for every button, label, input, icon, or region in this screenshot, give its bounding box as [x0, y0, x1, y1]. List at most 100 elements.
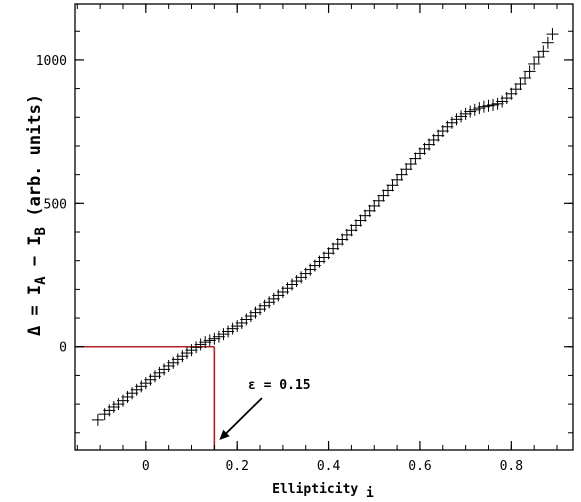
data-point — [171, 353, 184, 366]
y-tick-label: 1000 — [36, 54, 67, 69]
data-point — [336, 233, 349, 246]
data-point — [340, 228, 353, 241]
data-point — [130, 383, 143, 396]
data-point — [126, 387, 139, 400]
data-point — [491, 97, 504, 110]
data-point — [135, 380, 148, 393]
data-point — [537, 45, 550, 58]
data-point — [541, 36, 554, 49]
data-point — [514, 78, 527, 91]
data-point — [286, 278, 299, 291]
data-point — [267, 292, 280, 305]
data-point — [386, 179, 399, 192]
data-point — [413, 147, 426, 160]
data-point — [162, 359, 175, 372]
data-point — [423, 138, 436, 151]
data-point — [144, 373, 157, 386]
data-point — [395, 168, 408, 181]
data-point — [258, 299, 271, 312]
data-point — [158, 363, 171, 376]
data-point — [194, 338, 207, 351]
data-point — [208, 332, 221, 345]
data-point — [226, 322, 239, 335]
data-point — [212, 330, 225, 343]
data-point — [254, 303, 267, 316]
data-point — [391, 173, 404, 186]
data-point — [217, 328, 230, 341]
data-point — [322, 247, 335, 260]
x-axis-label: Ellipticity i — [272, 482, 374, 501]
plot-frame — [74, 3, 574, 451]
data-point — [368, 199, 381, 212]
data-point — [381, 184, 394, 197]
annotation-arrow-head — [219, 429, 230, 440]
data-point — [482, 99, 495, 112]
data-point — [112, 398, 125, 411]
data-point — [91, 413, 104, 426]
data-point — [377, 189, 390, 202]
data-point — [148, 370, 161, 383]
y-tick-label: 500 — [44, 197, 67, 212]
data-point — [107, 400, 120, 413]
data-point — [180, 347, 193, 360]
data-point — [372, 194, 385, 207]
annotation: ε = 0.15 — [219, 378, 311, 440]
data-point — [468, 103, 481, 116]
data-point — [532, 51, 545, 64]
data-point — [432, 129, 445, 142]
data-point — [450, 113, 463, 126]
reference-lines — [75, 345, 216, 450]
data-point — [249, 306, 262, 319]
data-point — [528, 57, 541, 70]
data-point — [244, 310, 257, 323]
tick-labels: 0 0.2 0.4 0.6 0.8 0 500 1000 — [36, 54, 523, 474]
data-point — [103, 404, 116, 417]
data-point — [345, 224, 358, 237]
data-point — [409, 152, 422, 165]
x-tick-label: 0.8 — [500, 459, 523, 474]
data-point — [487, 98, 500, 111]
data-point — [272, 289, 285, 302]
data-point — [455, 110, 468, 123]
data-point — [263, 296, 276, 309]
data-point — [363, 204, 376, 217]
data-point — [203, 334, 216, 347]
data-point — [176, 350, 189, 363]
x-tick-label: 0.2 — [225, 459, 248, 474]
data-point — [445, 116, 458, 129]
data-point — [400, 163, 413, 176]
data-point — [240, 313, 253, 326]
y-axis-label: Δ = IA − IB (arb. units) — [25, 94, 49, 336]
data-point — [222, 325, 235, 338]
x-tick-label: 0.4 — [317, 459, 341, 474]
data-point — [185, 344, 198, 357]
x-tick-label: 0.6 — [408, 459, 431, 474]
data-point — [496, 95, 509, 108]
data-point — [359, 209, 372, 222]
data-point — [519, 71, 532, 84]
data-point — [523, 65, 536, 78]
data-point — [190, 341, 203, 354]
data-point — [235, 316, 248, 329]
data-point — [404, 158, 417, 171]
data-point — [464, 105, 477, 118]
data-point — [349, 219, 362, 232]
data-point — [459, 107, 472, 120]
data-point — [509, 83, 522, 96]
data-point — [331, 238, 344, 251]
axis-ticks — [75, 4, 573, 450]
data-point — [153, 366, 166, 379]
data-point — [505, 87, 518, 100]
annotation-arrow — [225, 397, 263, 434]
data-point — [231, 320, 244, 333]
data-point — [477, 100, 490, 113]
annotation-label: ε = 0.15 — [248, 378, 311, 393]
data-point — [354, 214, 367, 227]
data-point — [546, 28, 559, 41]
data-point — [139, 377, 152, 390]
data-point — [199, 336, 212, 349]
x-tick-label: 0 — [142, 459, 150, 474]
data-point — [473, 102, 486, 115]
data-point — [167, 356, 180, 369]
